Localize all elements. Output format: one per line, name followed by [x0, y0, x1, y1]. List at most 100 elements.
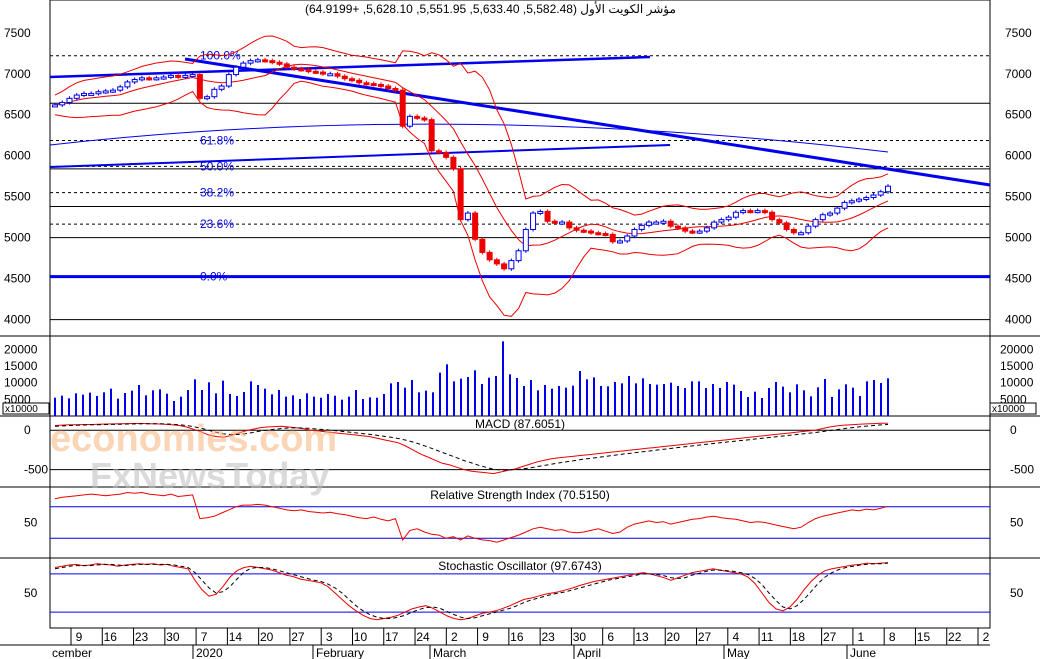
candle — [790, 228, 797, 234]
candle — [725, 216, 732, 221]
oscillator-title: MACD (87.6051) — [475, 417, 565, 431]
candle — [645, 221, 652, 226]
oscillator-tick-left: 50 — [24, 586, 38, 600]
candle — [776, 219, 783, 224]
candle — [348, 78, 355, 82]
price-tick-left: 4500 — [4, 272, 31, 286]
bollinger-lower — [54, 80, 889, 317]
x-tick-label: 27 — [291, 630, 305, 644]
candle — [363, 82, 370, 86]
candle — [377, 83, 384, 87]
candle — [160, 76, 167, 80]
price-tick-left: 4000 — [4, 313, 31, 327]
candle — [370, 83, 377, 87]
x-tick-label: 9 — [76, 630, 83, 644]
x-tick-label: 3 — [326, 630, 333, 644]
oscillator-line — [54, 422, 888, 475]
candle — [189, 74, 196, 78]
watermark-economies: economies.com — [50, 418, 337, 460]
candle — [783, 222, 790, 230]
candle — [588, 230, 595, 234]
candle — [291, 66, 298, 70]
candle — [674, 225, 681, 229]
month-label: 2020 — [196, 646, 223, 659]
month-label: May — [727, 646, 750, 659]
candle — [472, 212, 479, 240]
x-tick-label: 16 — [104, 630, 118, 644]
oscillator-line — [54, 562, 889, 621]
price-tick-right: 6500 — [1005, 108, 1032, 122]
oscillator-tick-right: -500 — [1010, 463, 1034, 477]
volume-scale-right-box — [989, 402, 1037, 415]
price-tick-left: 7500 — [4, 26, 31, 40]
x-tick-label: 15 — [917, 630, 931, 644]
x-tick-label: 20 — [667, 630, 681, 644]
candle — [486, 251, 493, 261]
candle — [870, 194, 877, 199]
candle — [334, 73, 341, 77]
candle — [247, 60, 254, 64]
fib-label: 38.2% — [200, 186, 234, 200]
candle — [80, 92, 87, 96]
fib-label: 61.8% — [200, 134, 234, 148]
x-tick-label: 22 — [948, 630, 962, 644]
price-tick-right: 5500 — [1005, 190, 1032, 204]
candle — [667, 220, 674, 227]
candle — [682, 227, 689, 232]
candle — [211, 88, 218, 98]
x-tick-label: 23 — [541, 630, 555, 644]
candle — [312, 70, 319, 74]
month-label: cember — [52, 646, 92, 659]
candle — [479, 238, 486, 253]
candle — [812, 219, 819, 227]
x-tick-label: 13 — [635, 630, 649, 644]
x-tick-label: 23 — [135, 630, 149, 644]
x-tick-label: 1 — [858, 630, 865, 644]
price-tick-right: 7500 — [1005, 26, 1032, 40]
candle — [385, 85, 392, 90]
candle — [877, 191, 884, 196]
month-label: February — [316, 646, 364, 659]
candle — [305, 69, 312, 73]
candle — [559, 221, 566, 225]
bollinger-middle — [54, 63, 889, 247]
candle — [240, 62, 247, 68]
x-tick-label: 27 — [698, 630, 712, 644]
candle — [827, 212, 834, 216]
candle — [863, 197, 870, 201]
candle — [298, 68, 305, 72]
month-label: March — [433, 646, 466, 659]
oscillator-line — [54, 562, 889, 620]
oscillator-tick-right: 0 — [1010, 423, 1017, 437]
x-tick-label: 8 — [889, 630, 896, 644]
candle — [711, 221, 718, 229]
x-tick-label: 9 — [482, 630, 489, 644]
candle — [696, 230, 703, 234]
candle — [320, 71, 327, 75]
volume-scale-left-box — [2, 402, 50, 415]
candle — [551, 220, 558, 224]
regression-curve — [49, 123, 889, 153]
candle — [638, 224, 645, 230]
candle — [660, 220, 667, 224]
candle — [435, 150, 442, 154]
candle — [117, 86, 124, 91]
candle — [428, 119, 435, 152]
price-tick-left: 5500 — [4, 190, 31, 204]
x-tick-label: 2 — [983, 630, 990, 644]
candle — [175, 74, 182, 78]
candle — [182, 74, 189, 78]
candle — [196, 74, 203, 99]
x-tick-label: 6 — [607, 630, 614, 644]
candle — [399, 89, 406, 127]
candle — [457, 168, 464, 221]
candle — [522, 228, 529, 252]
price-tick-right: 6000 — [1005, 149, 1032, 163]
candle — [573, 227, 580, 231]
oscillator-title: Stochastic Oscillator (97.6743) — [438, 559, 601, 573]
volume-tick-left: 20000 — [4, 342, 38, 356]
candle — [450, 156, 457, 170]
x-tick-label: 20 — [260, 630, 274, 644]
candle — [508, 260, 515, 270]
